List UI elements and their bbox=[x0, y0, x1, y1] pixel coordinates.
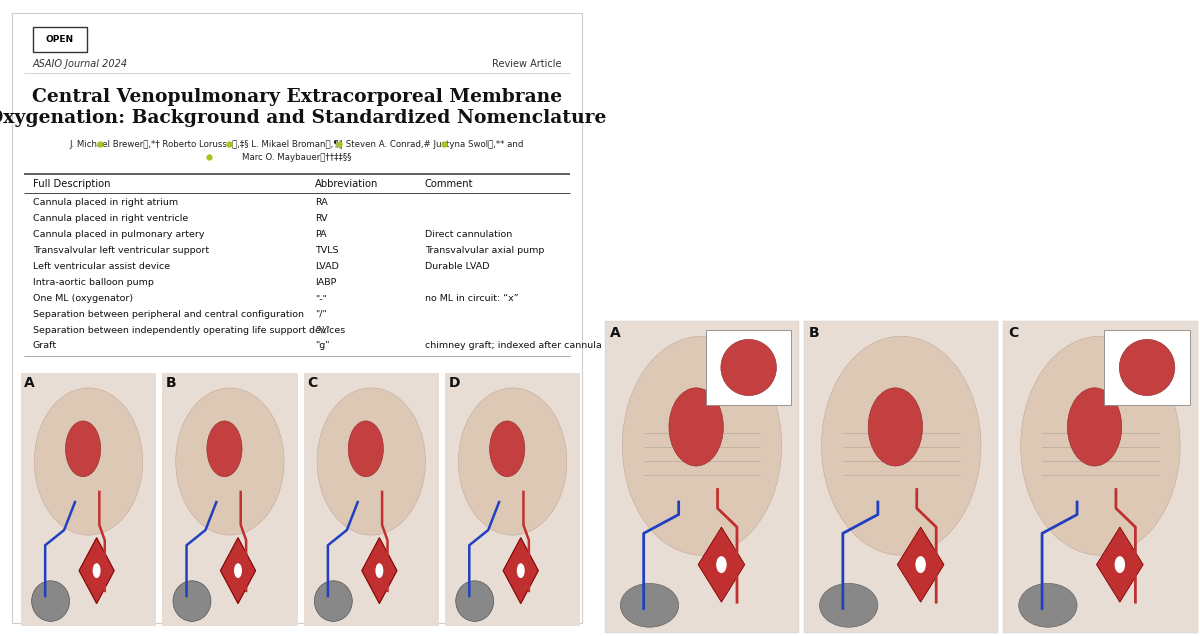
Ellipse shape bbox=[868, 388, 923, 466]
Ellipse shape bbox=[620, 583, 679, 627]
Text: "g": "g" bbox=[314, 342, 329, 350]
Text: OPEN: OPEN bbox=[46, 35, 74, 44]
Bar bbox=[304, 373, 439, 626]
Ellipse shape bbox=[916, 556, 926, 573]
Ellipse shape bbox=[1115, 556, 1126, 573]
Text: "\\": "\\" bbox=[314, 326, 330, 335]
Bar bbox=[32, 27, 88, 52]
Text: J. Michael BrewerⓈ,*† Roberto LorussoⓈ,‡§ L. Mikael BromanⓈ,¶∥ Steven A. Conrad,: J. Michael BrewerⓈ,*† Roberto LorussoⓈ,‡… bbox=[70, 140, 524, 149]
Text: RA: RA bbox=[314, 198, 328, 207]
Text: B: B bbox=[166, 376, 176, 390]
Text: Comment: Comment bbox=[425, 179, 473, 190]
Text: C: C bbox=[1008, 326, 1019, 340]
Text: IABP: IABP bbox=[314, 278, 336, 287]
Ellipse shape bbox=[716, 556, 727, 573]
Ellipse shape bbox=[668, 388, 724, 466]
Ellipse shape bbox=[517, 563, 524, 578]
Text: Durable LVAD: Durable LVAD bbox=[425, 262, 490, 271]
Ellipse shape bbox=[1021, 336, 1180, 555]
Ellipse shape bbox=[35, 388, 143, 535]
Text: A: A bbox=[24, 376, 35, 390]
Text: ASAIO Journal 2024: ASAIO Journal 2024 bbox=[32, 59, 127, 69]
Text: Cannula placed in right ventricle: Cannula placed in right ventricle bbox=[32, 214, 188, 223]
Ellipse shape bbox=[234, 563, 242, 578]
Bar bbox=[706, 330, 792, 405]
Text: A: A bbox=[610, 326, 620, 340]
Ellipse shape bbox=[820, 583, 878, 627]
Text: "/": "/" bbox=[314, 310, 326, 319]
Polygon shape bbox=[503, 537, 539, 604]
Text: Transvalvular axial pump: Transvalvular axial pump bbox=[425, 246, 544, 255]
Text: Abbreviation: Abbreviation bbox=[314, 179, 378, 190]
Ellipse shape bbox=[66, 421, 101, 477]
Text: RV: RV bbox=[314, 214, 328, 223]
Ellipse shape bbox=[456, 581, 493, 621]
Text: C: C bbox=[307, 376, 317, 390]
Text: Transvalvular left ventricular support: Transvalvular left ventricular support bbox=[32, 246, 209, 255]
Text: PA: PA bbox=[314, 230, 326, 239]
Ellipse shape bbox=[317, 388, 426, 535]
Bar bbox=[804, 321, 998, 633]
Polygon shape bbox=[361, 537, 397, 604]
Ellipse shape bbox=[92, 563, 101, 578]
Ellipse shape bbox=[1019, 583, 1078, 627]
Text: One ML (oxygenator): One ML (oxygenator) bbox=[32, 294, 133, 303]
Text: Intra-aortic balloon pump: Intra-aortic balloon pump bbox=[32, 278, 154, 287]
Ellipse shape bbox=[348, 421, 384, 477]
Polygon shape bbox=[698, 527, 745, 602]
Text: Left ventricular assist device: Left ventricular assist device bbox=[32, 262, 169, 271]
Bar bbox=[1003, 321, 1198, 633]
Text: D: D bbox=[449, 376, 460, 390]
Ellipse shape bbox=[175, 388, 284, 535]
Text: B: B bbox=[809, 326, 820, 340]
Ellipse shape bbox=[206, 421, 242, 477]
Polygon shape bbox=[1097, 527, 1144, 602]
Bar bbox=[605, 321, 799, 633]
Text: TVLS: TVLS bbox=[314, 246, 338, 255]
Text: Separation between independently operating life support devices: Separation between independently operati… bbox=[32, 326, 344, 335]
Ellipse shape bbox=[490, 421, 524, 477]
Bar bbox=[445, 373, 581, 626]
Polygon shape bbox=[221, 537, 256, 604]
Text: Marc O. MaybauerⓈ††‡‡§§: Marc O. MaybauerⓈ††‡‡§§ bbox=[242, 153, 352, 162]
Text: Separation between peripheral and central configuration: Separation between peripheral and centra… bbox=[32, 310, 304, 319]
Polygon shape bbox=[898, 527, 944, 602]
Text: Graft: Graft bbox=[32, 342, 56, 350]
Text: LVAD: LVAD bbox=[314, 262, 338, 271]
Text: Oxygenation: Background and Standardized Nomenclature: Oxygenation: Background and Standardized… bbox=[0, 109, 607, 127]
Text: Direct cannulation: Direct cannulation bbox=[425, 230, 512, 239]
Ellipse shape bbox=[173, 581, 211, 621]
Ellipse shape bbox=[1120, 340, 1175, 396]
Ellipse shape bbox=[822, 336, 980, 555]
Bar bbox=[20, 373, 156, 626]
Ellipse shape bbox=[721, 340, 776, 396]
Ellipse shape bbox=[376, 563, 383, 578]
Bar bbox=[1104, 330, 1190, 405]
Text: no ML in circuit: “x”: no ML in circuit: “x” bbox=[425, 294, 518, 303]
Bar bbox=[162, 373, 298, 626]
Bar bbox=[602, 313, 1200, 319]
Ellipse shape bbox=[458, 388, 566, 535]
Text: "-": "-" bbox=[314, 294, 326, 303]
Ellipse shape bbox=[31, 581, 70, 621]
Text: chimney graft; indexed after cannula position specification: chimney graft; indexed after cannula pos… bbox=[425, 342, 704, 350]
Polygon shape bbox=[79, 537, 114, 604]
Text: Central Venopulmonary Extracorporeal Membrane: Central Venopulmonary Extracorporeal Mem… bbox=[32, 88, 562, 106]
Text: Review Article: Review Article bbox=[492, 59, 562, 69]
Ellipse shape bbox=[1067, 388, 1122, 466]
Text: Cannula placed in pulmonary artery: Cannula placed in pulmonary artery bbox=[32, 230, 204, 239]
Text: Cannula placed in right atrium: Cannula placed in right atrium bbox=[32, 198, 178, 207]
Text: Full Description: Full Description bbox=[32, 179, 110, 190]
Ellipse shape bbox=[314, 581, 353, 621]
Ellipse shape bbox=[623, 336, 781, 555]
